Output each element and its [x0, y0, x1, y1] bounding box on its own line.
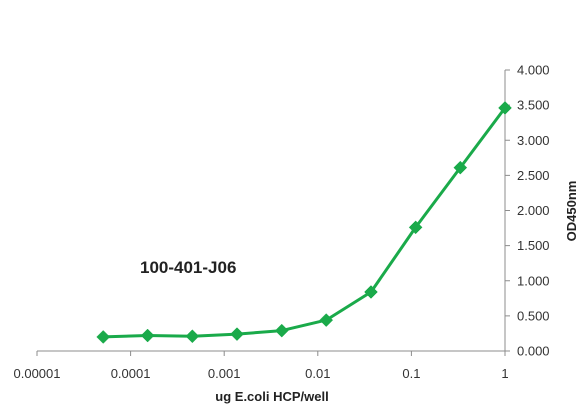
data-point-marker — [274, 323, 289, 338]
data-point-marker — [408, 220, 423, 235]
y-tick-label: 3.500 — [517, 98, 550, 113]
ticks-layer: 0.000 0.500 1.000 1.500 2.000 2.500 3.000 3.500… — [14, 63, 550, 382]
data-point-marker — [140, 328, 155, 343]
x-tick-label: 0.001 — [208, 366, 241, 381]
x-axis-title: ug E.coli HCP/well — [215, 389, 328, 404]
x-tick-label: 0.00001 — [14, 366, 61, 381]
y-tick-label: 3.000 — [517, 133, 550, 148]
data-point-marker — [498, 101, 512, 115]
y-tick-label: 4.000 — [517, 63, 550, 78]
axes-layer — [37, 70, 506, 352]
y-tick-label: 2.500 — [517, 168, 550, 183]
x-tick-label: 0.01 — [305, 366, 330, 381]
x-tick-label: 0.1 — [402, 366, 420, 381]
y-tick-label: 1.000 — [517, 273, 550, 288]
y-axis-title: OD450nm — [564, 181, 579, 242]
data-point-marker — [364, 285, 378, 299]
y-tick-label: 0.500 — [517, 308, 550, 323]
data-point-marker — [185, 329, 200, 344]
x-tick-label: 1 — [501, 366, 508, 381]
y-tick-label: 2.000 — [517, 203, 550, 218]
y-tick-label: 1.500 — [517, 238, 550, 253]
data-point-marker — [230, 327, 244, 341]
series-layer — [96, 101, 512, 344]
data-point-marker — [319, 313, 334, 327]
series-line — [103, 107, 507, 339]
data-point-marker — [96, 330, 111, 344]
y-tick-label: 0.000 — [517, 344, 550, 359]
x-tick-label: 0.0001 — [111, 366, 151, 381]
chart-annotation: 100-401-J06 — [140, 258, 236, 277]
data-point-marker — [453, 160, 468, 175]
